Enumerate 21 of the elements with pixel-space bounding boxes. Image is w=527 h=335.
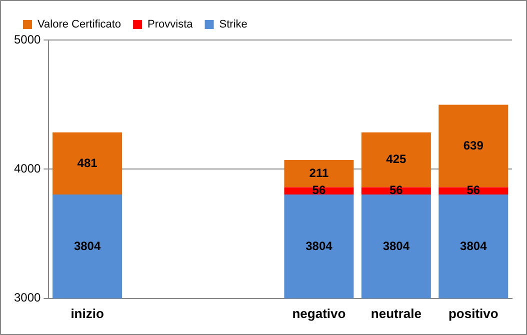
data-label: 3804: [382, 238, 410, 253]
data-label: 3804: [460, 238, 488, 253]
data-label: 425: [386, 152, 407, 166]
x-tick-label: neutrale: [370, 306, 422, 321]
data-label: 56: [312, 183, 326, 198]
x-tick-label: positivo: [448, 306, 498, 321]
data-label: 211: [309, 166, 329, 180]
data-label: 56: [389, 183, 404, 198]
x-tick-label: negativo: [292, 306, 346, 321]
data-label: 481: [77, 156, 98, 170]
data-label: 3804: [306, 238, 333, 253]
legend-label: Valore Certificato: [38, 18, 122, 31]
y-tick-label: 4000: [14, 162, 42, 176]
data-label: 3804: [74, 238, 101, 253]
x-tick-label: inizio: [70, 306, 104, 321]
legend-label: Strike: [219, 18, 248, 31]
legend-label: Provvista: [148, 18, 194, 31]
data-label: 56: [466, 183, 480, 198]
data-label: 639: [463, 138, 484, 152]
y-tick-label: 5000: [14, 32, 42, 46]
y-tick-label: 3000: [14, 290, 42, 305]
